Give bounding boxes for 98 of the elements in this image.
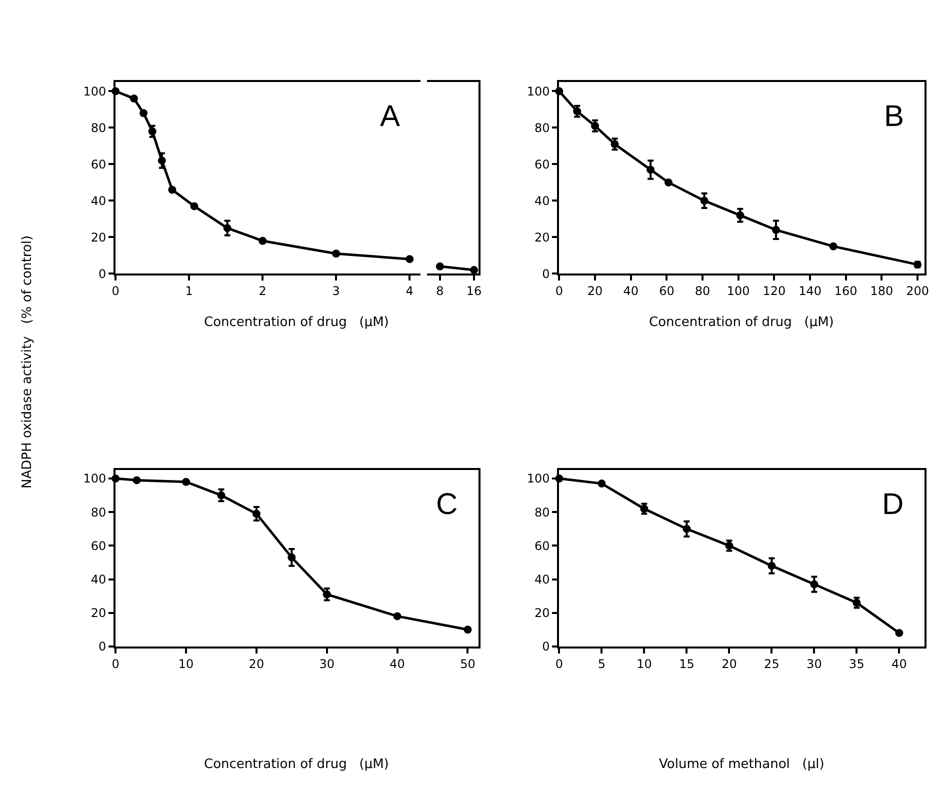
x-tick-label: 140 [798,284,822,298]
y-tick-label: 60 [534,538,550,553]
point [646,166,655,174]
x-tick-label: 0 [112,656,120,671]
point [772,226,780,234]
x-tick-label: 3 [332,284,340,298]
x-axis-title: Concentration of drug (μM) [204,315,389,330]
x-tick-label: 160 [834,284,858,298]
point [700,196,708,205]
point [810,580,818,588]
x-tick-label: 16 [466,284,482,298]
y-tick-label: 60 [90,538,106,553]
x-tick-label: 15 [679,656,694,671]
y-tick-label: 60 [534,157,550,172]
x-tick-label: 20 [248,656,264,671]
point [829,242,838,250]
x-tick-label: 40 [892,656,907,671]
y-tick-label: 0 [98,266,106,281]
text: A [380,100,400,133]
x-tick-label: 100 [726,284,750,298]
text: C [436,488,458,521]
point [573,107,582,116]
point [598,480,606,488]
y-tick-label: 0 [542,640,550,654]
x-axis-title: Concentration of drug (μM) [204,757,389,772]
point [223,224,232,232]
point [288,553,296,562]
y-tick-label: 0 [542,266,550,281]
point [682,524,691,533]
y-tick-label: 60 [90,157,106,172]
point [464,626,472,634]
point [591,122,600,130]
point [182,478,190,486]
x-tick-label: 20 [722,656,737,671]
y-tick-label: 20 [534,230,550,244]
point [252,510,260,518]
x-tick-label: 0 [555,656,564,671]
x-axis-title: Volume of methanol (μl) [659,757,824,772]
point [258,236,267,245]
x-tick-label: 10 [178,656,194,671]
point [332,250,340,258]
y-tick-label: 80 [534,120,550,135]
x-tick-label: 120 [762,284,786,298]
point [736,211,744,220]
x-tick-label: 60 [659,284,674,298]
x-tick-label: 5 [598,656,606,671]
point [130,94,138,103]
x-tick-label: 0 [112,284,120,298]
y-axis-title: NADPH oxidase activity (% of control) [20,235,35,488]
y-tick-label: 20 [534,606,550,620]
y-tick-label: 100 [83,84,106,98]
y-tick-label: 40 [90,572,106,586]
x-tick-label: 80 [694,284,710,298]
y-tick-label: 80 [90,505,106,520]
point [664,178,672,186]
x-tick-label: 25 [764,656,780,671]
point [406,255,414,264]
point [895,628,904,637]
x-tick-label: 180 [870,284,894,298]
y-tick-label: 80 [90,120,106,135]
x-tick-label: 35 [849,656,864,671]
x-tick-label: 20 [587,284,603,298]
y-tick-label: 0 [98,640,106,654]
x-tick-label: 0 [555,284,564,298]
text: B [884,100,904,133]
y-tick-label: 40 [534,194,550,208]
x-tick-label: 10 [636,656,652,671]
x-tick-label: 30 [319,656,335,671]
point [322,590,331,598]
point [190,202,198,210]
x-tick-label: 30 [806,656,822,671]
point [148,127,156,136]
text: D [882,488,904,521]
point [768,562,776,570]
y-tick-label: 40 [534,572,550,586]
point [140,109,148,118]
x-tick-label: 4 [406,284,414,298]
point [217,491,226,500]
x-tick-label: 40 [623,284,639,298]
point [132,476,141,484]
point [168,186,176,194]
point [610,140,619,148]
y-tick-label: 100 [526,84,550,98]
y-tick-label: 100 [526,472,550,486]
x-tick-label: 50 [460,656,476,671]
y-tick-label: 80 [534,505,550,520]
y-tick-label: 20 [90,606,106,620]
y-tick-label: 20 [90,230,106,244]
x-tick-label: 2 [258,284,266,298]
point [158,156,166,165]
point [393,612,402,620]
x-tick-label: 8 [436,284,444,298]
y-tick-label: 100 [83,472,106,486]
x-tick-label: 1 [185,284,193,298]
y-tick-label: 40 [90,194,106,208]
x-tick-label: 40 [390,656,405,671]
x-tick-label: 200 [906,284,929,298]
x-axis-title: Concentration of drug (μM) [649,315,834,330]
